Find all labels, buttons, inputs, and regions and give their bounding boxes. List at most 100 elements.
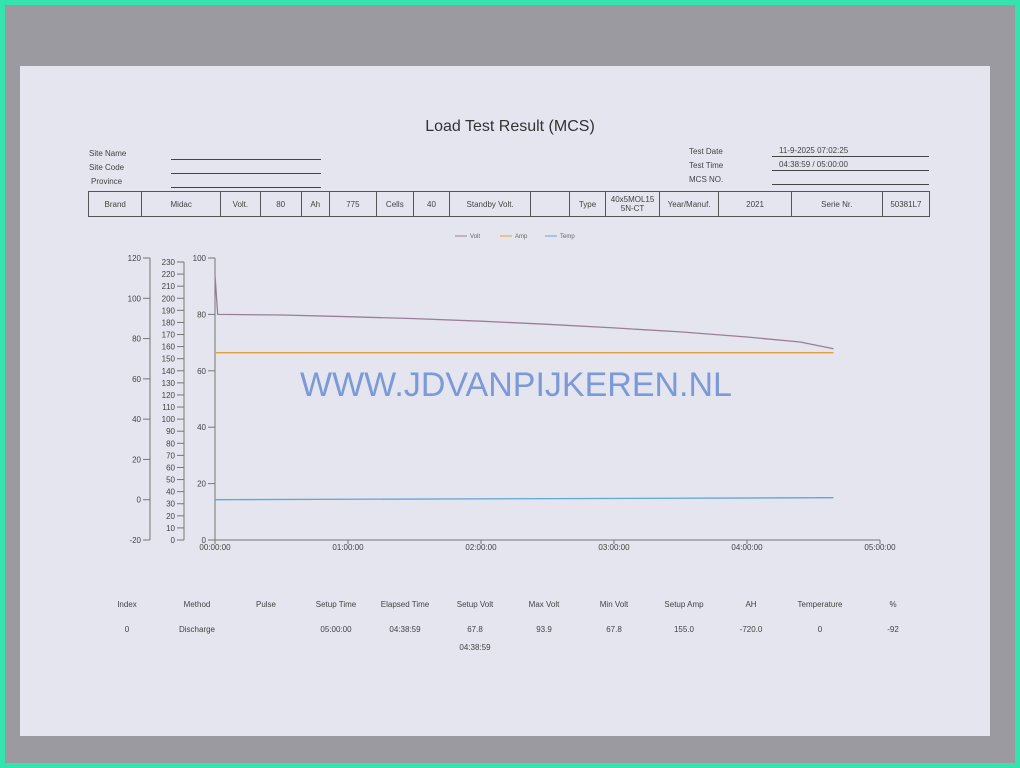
- mcs-no-field: [772, 184, 929, 185]
- y-tick-label: 130: [162, 379, 176, 388]
- series-temp-line: [214, 497, 834, 501]
- results-value: 0: [124, 625, 130, 634]
- y-tick-label: 160: [162, 343, 176, 352]
- y-tick-label: 100: [162, 415, 176, 424]
- y-tick-label: 20: [132, 455, 141, 464]
- y-tick-label: 60: [166, 463, 175, 472]
- y-tick-label: 120: [162, 391, 176, 400]
- results-value: 04:38:59: [389, 625, 421, 634]
- test-time-label: Test Time: [689, 161, 724, 170]
- province-label: Province: [91, 177, 123, 186]
- legend-label: Temp: [560, 234, 575, 240]
- results-header: %: [889, 600, 897, 609]
- y-tick-label: 70: [166, 451, 175, 460]
- results-value: 05:00:00: [320, 625, 352, 634]
- results-header: Method: [183, 600, 211, 609]
- y-tick-label: 230: [162, 258, 176, 267]
- y-tick-label: 90: [166, 427, 175, 436]
- series-volt-line: [214, 275, 834, 350]
- results-header: Pulse: [255, 600, 276, 609]
- results-value: 93.9: [536, 625, 552, 634]
- results-value: Discharge: [178, 625, 215, 634]
- y-tick-label: 80: [132, 335, 141, 344]
- y-tick-label: 60: [132, 375, 141, 384]
- results-value: 155.0: [673, 625, 695, 634]
- y-tick-label: 80: [197, 310, 206, 319]
- y-tick-label: 0: [171, 536, 176, 545]
- results-value: 67.8: [467, 625, 483, 634]
- x-tick-label: 00:00:00: [199, 543, 231, 552]
- y-tick-label: 30: [166, 500, 175, 509]
- results-extra-time: 04:38:59: [459, 643, 491, 652]
- spec-cell: Year/Manuf.: [658, 191, 720, 217]
- spec-cell: 2021: [718, 191, 792, 217]
- y-tick-label: 170: [162, 331, 176, 340]
- site-name-field: [171, 159, 321, 160]
- site-name-label: Site Name: [89, 149, 127, 158]
- spec-cell: Ah: [300, 191, 330, 217]
- y-tick-label: 100: [128, 294, 142, 303]
- y-tick-label: 40: [166, 488, 175, 497]
- legend-label: Amp: [515, 234, 528, 240]
- y-tick-label: 60: [197, 367, 206, 376]
- spec-cell: Volt.: [219, 191, 261, 217]
- report-sheet: [20, 66, 990, 736]
- province-field: [171, 187, 321, 188]
- results-header: Elapsed Time: [380, 600, 430, 609]
- results-value: 0: [817, 625, 823, 634]
- y-tick-label: 80: [166, 439, 175, 448]
- y-tick-label: 20: [197, 480, 206, 489]
- results-header: AH: [745, 600, 757, 609]
- test-date-field: [772, 156, 929, 157]
- spec-cell: 50381L7: [881, 191, 931, 217]
- x-tick-label: 03:00:00: [598, 543, 630, 552]
- spec-cell: 40x5MOL15 5N-CT: [605, 191, 660, 217]
- y-tick-label: 220: [162, 270, 176, 279]
- spec-cell: Brand: [87, 191, 143, 217]
- results-header: Setup Amp: [664, 600, 704, 609]
- y-tick-label: 20: [166, 512, 175, 521]
- y-tick-label: 40: [132, 415, 141, 424]
- results-header: Max Volt: [528, 600, 560, 609]
- spec-cell: [529, 191, 570, 217]
- page-title: Load Test Result (MCS): [425, 118, 595, 135]
- test-date-label: Test Date: [689, 147, 723, 156]
- y-tick-label: 110: [162, 403, 175, 412]
- x-tick-label: 04:00:00: [731, 543, 763, 552]
- x-tick-label: 02:00:00: [465, 543, 497, 552]
- x-tick-label: 05:00:00: [864, 543, 896, 552]
- y-tick-label: 0: [202, 536, 207, 545]
- spec-cell: 40: [412, 191, 451, 217]
- y-tick-label: 10: [166, 524, 175, 533]
- results-header: Setup Time: [315, 600, 357, 609]
- y-tick-label: 40: [197, 423, 206, 432]
- results-header: Temperature: [797, 600, 843, 609]
- results-header: Min Volt: [599, 600, 629, 609]
- spec-cell: Type: [568, 191, 607, 217]
- watermark: WWW.JDVANPIJKEREN.NL: [300, 366, 732, 404]
- y-tick-label: 180: [162, 318, 176, 327]
- spec-cell: Standby Volt.: [449, 191, 531, 217]
- test-date-value: 11-9-2025 07:02:25: [779, 146, 849, 155]
- results-header: Setup Volt: [456, 600, 494, 609]
- results-value: -92: [887, 625, 899, 634]
- y-tick-label: 140: [162, 367, 176, 376]
- results-header: Index: [117, 600, 137, 609]
- legend-label: Volt: [470, 234, 480, 240]
- mcs-no-label: MCS NO.: [689, 175, 724, 184]
- test-time-field: [772, 170, 929, 171]
- site-code-label: Site Code: [89, 163, 125, 172]
- x-tick-label: 01:00:00: [332, 543, 364, 552]
- y-tick-label: 50: [166, 476, 175, 485]
- y-tick-label: 0: [137, 496, 142, 505]
- y-tick-label: 190: [162, 306, 176, 315]
- site-code-field: [171, 173, 321, 174]
- y-tick-label: 100: [193, 254, 207, 263]
- test-time-value: 04:38:59 / 05:00:00: [779, 160, 848, 169]
- battery-spec-table: Brand Midac Volt. 80 Ah 775 Cells 40 Sta…: [87, 191, 931, 217]
- y-tick-label: 210: [162, 282, 176, 291]
- results-value: -720.0: [739, 625, 763, 634]
- y-tick-label: 150: [162, 355, 176, 364]
- results-value: 67.8: [606, 625, 622, 634]
